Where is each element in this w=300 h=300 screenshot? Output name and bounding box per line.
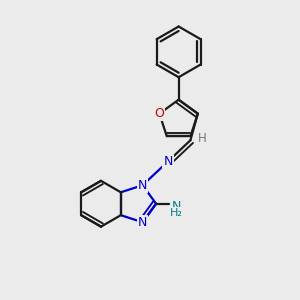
Text: O: O: [154, 107, 164, 120]
Text: N: N: [172, 200, 181, 213]
Text: N: N: [138, 216, 147, 229]
Text: H: H: [197, 132, 206, 145]
Text: N: N: [138, 179, 147, 192]
Text: H₂: H₂: [170, 208, 183, 218]
Text: N: N: [163, 155, 172, 168]
